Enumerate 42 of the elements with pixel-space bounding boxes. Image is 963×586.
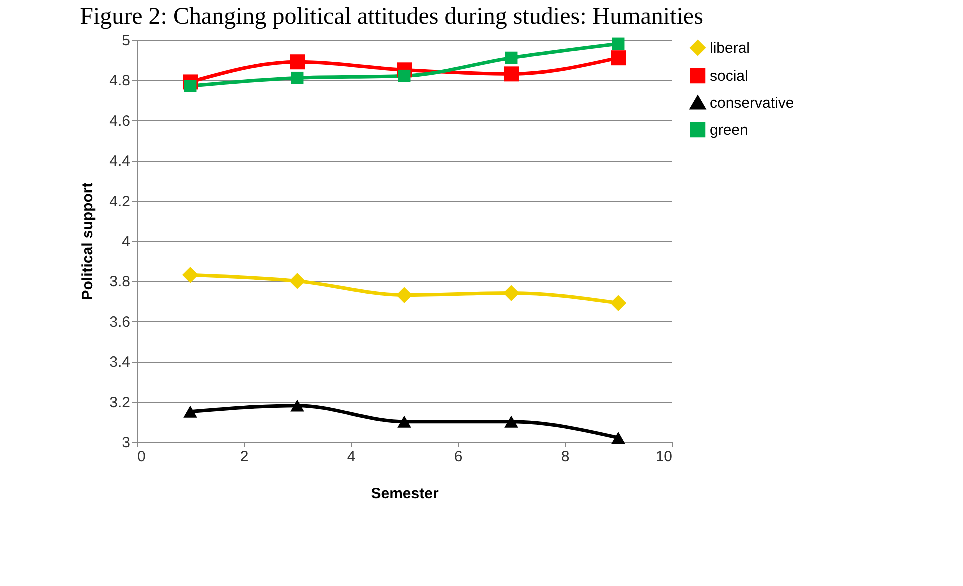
legend-label: conservative [710, 95, 794, 112]
y-tick-label: 3 [122, 434, 130, 452]
x-tick-label: 2 [240, 448, 249, 466]
point [504, 416, 518, 428]
y-tick-label: 4.6 [110, 112, 130, 130]
y-tick-label: 3.2 [110, 394, 130, 412]
point [611, 50, 626, 66]
point [610, 295, 627, 312]
point [503, 285, 520, 302]
y-tick-label: 3.4 [110, 354, 130, 372]
legend-label: green [710, 122, 748, 139]
point [289, 273, 306, 290]
x-tick-label: 6 [454, 448, 463, 466]
x-tick-label: 4 [347, 448, 356, 466]
point [398, 70, 411, 82]
point [182, 267, 199, 284]
point [612, 38, 625, 50]
y-tick-label: 4.4 [110, 153, 130, 170]
y-tick-label: 4.2 [110, 193, 130, 210]
chart-title: Figure 2: Changing political attitudes during studies: Humanities [80, 4, 704, 30]
y-axis-title: Political support [80, 182, 97, 300]
legend-label: liberal [710, 40, 750, 57]
point [396, 287, 413, 304]
point [290, 400, 304, 412]
y-tick-label: 5 [122, 32, 130, 50]
x-tick-label: 8 [561, 448, 570, 466]
point [291, 72, 304, 84]
y-tick-label: 4 [122, 234, 130, 250]
point [504, 66, 519, 82]
y-tick-label: 3.6 [110, 314, 130, 331]
point [612, 432, 626, 444]
x-tick-label: 0 [138, 448, 146, 466]
x-tick-label: 10 [656, 448, 672, 466]
legend-label: social [710, 68, 748, 85]
y-tick-label: 3.8 [110, 274, 130, 291]
x-axis-title: Semester [371, 486, 439, 502]
point [184, 406, 198, 418]
point [398, 416, 412, 428]
point [290, 54, 305, 70]
point [505, 52, 518, 64]
point [184, 80, 197, 92]
y-tick-label: 4.8 [110, 72, 130, 90]
